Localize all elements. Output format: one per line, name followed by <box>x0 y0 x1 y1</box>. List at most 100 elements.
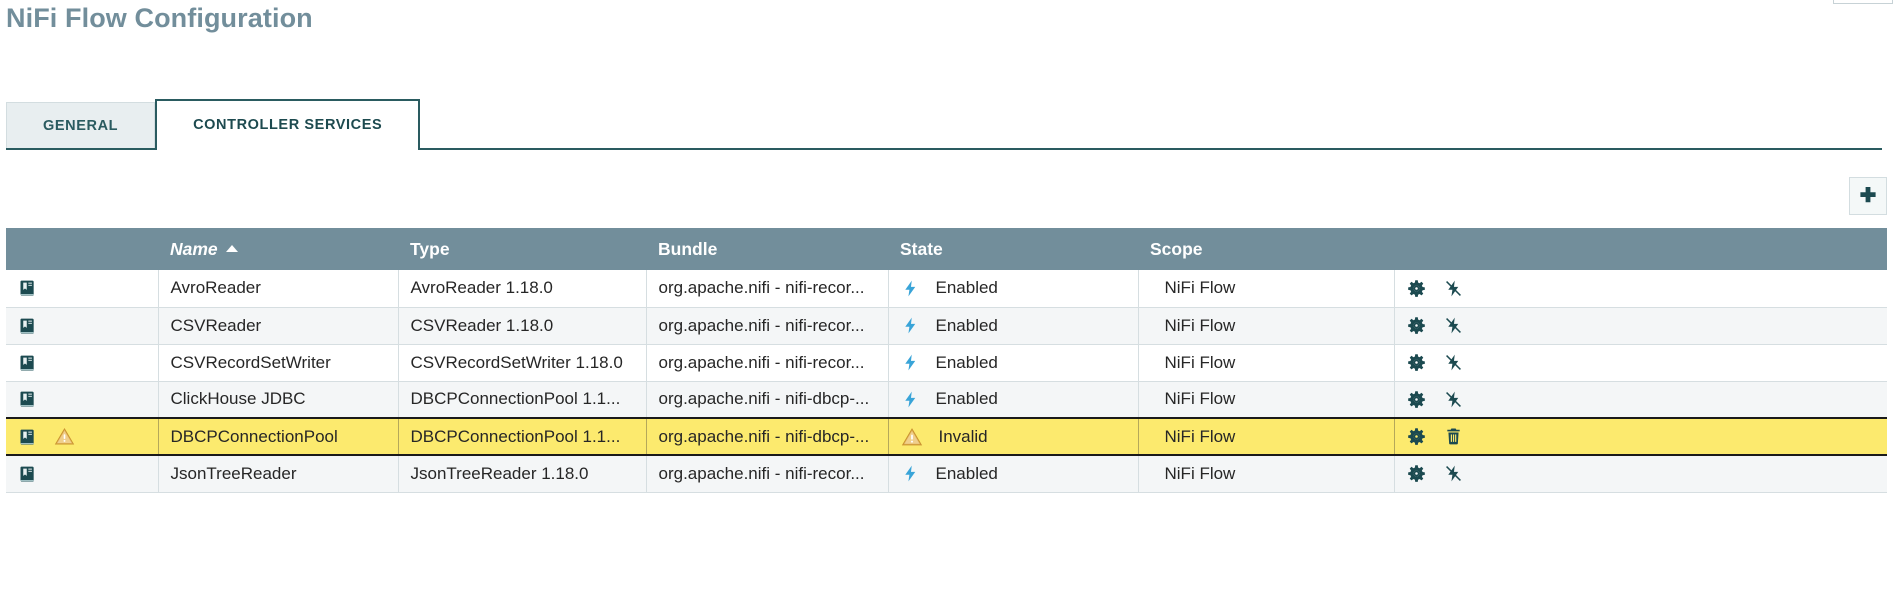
controller-services-table-wrapper: Name Type Bundle State Scope <box>6 228 1887 493</box>
gear-icon[interactable] <box>1407 464 1426 483</box>
row-icons-cell <box>6 417 159 456</box>
lightning-bolt-off-icon[interactable] <box>1444 279 1463 298</box>
row-state-label: Enabled <box>935 315 998 335</box>
row-type-cell: DBCPConnectionPool 1.1... <box>398 381 647 419</box>
row-scope: NiFi Flow <box>1164 352 1236 372</box>
row-type: DBCPConnectionPool 1.1... <box>410 426 621 446</box>
row-name-cell: AvroReader <box>158 270 399 308</box>
column-header-scope[interactable]: Scope <box>1138 228 1394 270</box>
table-header: Name Type Bundle State Scope <box>6 228 1887 270</box>
row-state-cell: Invalid <box>888 417 1139 456</box>
row-type: CSVRecordSetWriter 1.18.0 <box>410 352 623 372</box>
row-name-cell: DBCPConnectionPool <box>158 417 399 456</box>
table-row[interactable]: DBCPConnectionPool DBCPConnectionPool 1.1… <box>6 417 1887 456</box>
row-name: JsonTreeReader <box>170 463 297 483</box>
gear-icon[interactable] <box>1407 353 1426 372</box>
book-icon[interactable] <box>18 389 38 409</box>
book-icon[interactable] <box>18 427 38 447</box>
warning-triangle-icon <box>54 426 75 447</box>
column-header-bundle[interactable]: Bundle <box>646 228 888 270</box>
row-name: ClickHouse JDBC <box>170 389 306 409</box>
row-scope-cell: NiFi Flow <box>1138 270 1395 308</box>
tab-general-label: GENERAL <box>43 118 119 134</box>
row-name-cell: CSVReader <box>158 307 399 345</box>
lightning-bolt-off-icon[interactable] <box>1444 316 1463 335</box>
gear-icon[interactable] <box>1407 427 1426 446</box>
column-header-icon <box>6 228 158 270</box>
column-header-name[interactable]: Name <box>158 228 398 270</box>
row-state-label: Invalid <box>938 426 988 446</box>
row-scope-cell: NiFi Flow <box>1138 417 1395 456</box>
row-icons-cell <box>6 381 159 419</box>
controller-services-table: Name Type Bundle State Scope <box>6 228 1887 493</box>
column-header-name-label: Name <box>170 238 218 259</box>
row-actions-cell <box>1394 381 1887 419</box>
column-header-scope-label: Scope <box>1150 238 1203 259</box>
lightning-bolt-off-icon[interactable] <box>1444 353 1463 372</box>
table-row[interactable]: AvroReader AvroReader 1.18.0 org.apache.ni… <box>6 270 1887 308</box>
column-header-bundle-label: Bundle <box>658 238 718 259</box>
row-bundle: org.apache.nifi - nifi-recor... <box>658 463 865 483</box>
column-header-type-label: Type <box>410 238 450 259</box>
row-icons-cell <box>6 307 159 345</box>
page-title: NiFi Flow Configuration <box>6 3 313 33</box>
lightning-bolt-off-icon[interactable] <box>1444 464 1463 483</box>
row-scope-cell: NiFi Flow <box>1138 381 1395 419</box>
row-state-cell: Enabled <box>888 381 1139 419</box>
row-bundle-cell: org.apache.nifi - nifi-recor... <box>646 455 889 493</box>
lightning-bolt-icon <box>901 390 920 409</box>
gear-icon[interactable] <box>1407 316 1426 335</box>
row-bundle: org.apache.nifi - nifi-recor... <box>658 278 865 298</box>
row-state-cell: Enabled <box>888 344 1139 382</box>
trash-icon[interactable] <box>1444 427 1463 446</box>
row-state-label: Enabled <box>935 278 998 298</box>
plus-icon <box>1857 185 1879 207</box>
lightning-bolt-icon <box>901 353 920 372</box>
row-type-cell: DBCPConnectionPool 1.1... <box>398 417 647 456</box>
row-scope: NiFi Flow <box>1164 315 1236 335</box>
row-state-label: Enabled <box>935 389 998 409</box>
lightning-bolt-off-icon[interactable] <box>1444 390 1463 409</box>
row-bundle-cell: org.apache.nifi - nifi-dbcp-... <box>646 417 889 456</box>
column-header-state[interactable]: State <box>888 228 1138 270</box>
row-scope: NiFi Flow <box>1164 389 1236 409</box>
table-row[interactable]: ClickHouse JDBC DBCPConnectionPool 1.1...… <box>6 381 1887 419</box>
row-state-label: Enabled <box>935 352 998 372</box>
row-bundle: org.apache.nifi - nifi-dbcp-... <box>658 389 870 409</box>
row-scope: NiFi Flow <box>1164 463 1236 483</box>
row-icons-cell <box>6 344 159 382</box>
row-type: DBCPConnectionPool 1.1... <box>410 389 621 409</box>
table-row[interactable]: JsonTreeReader JsonTreeReader 1.18.0 org.a… <box>6 455 1887 493</box>
lightning-bolt-icon <box>901 279 920 298</box>
row-bundle-cell: org.apache.nifi - nifi-recor... <box>646 307 889 345</box>
row-name: CSVReader <box>170 315 262 335</box>
warning-triangle-icon <box>901 426 923 448</box>
column-header-actions <box>1394 228 1887 270</box>
row-scope-cell: NiFi Flow <box>1138 455 1395 493</box>
row-name: AvroReader <box>170 278 261 298</box>
book-icon[interactable] <box>18 353 38 373</box>
column-header-state-label: State <box>900 238 943 259</box>
book-icon[interactable] <box>18 464 38 484</box>
row-icons-cell <box>6 270 159 308</box>
add-controller-service-button[interactable] <box>1849 177 1887 215</box>
table-row[interactable]: CSVRecordSetWriter CSVRecordSetWriter 1.1… <box>6 344 1887 382</box>
table-row[interactable]: CSVReader CSVReader 1.18.0 org.apache.nifi… <box>6 307 1887 345</box>
row-type-cell: CSVRecordSetWriter 1.18.0 <box>398 344 647 382</box>
table-body: AvroReader AvroReader 1.18.0 org.apache.ni… <box>6 270 1887 493</box>
row-bundle: org.apache.nifi - nifi-dbcp-... <box>658 426 870 446</box>
gear-icon[interactable] <box>1407 390 1426 409</box>
row-bundle: org.apache.nifi - nifi-recor... <box>658 352 865 372</box>
column-header-type[interactable]: Type <box>398 228 646 270</box>
book-icon[interactable] <box>18 316 38 336</box>
tab-controller-services[interactable]: CONTROLLER SERVICES <box>155 99 421 151</box>
book-icon[interactable] <box>18 278 38 298</box>
tab-bar-underline <box>6 148 1882 150</box>
tab-general[interactable]: GENERAL <box>6 102 156 149</box>
row-actions-cell <box>1394 270 1887 308</box>
gear-icon[interactable] <box>1407 279 1426 298</box>
row-scope-cell: NiFi Flow <box>1138 307 1395 345</box>
table-header-row: Name Type Bundle State Scope <box>6 228 1887 270</box>
row-state-cell: Enabled <box>888 455 1139 493</box>
